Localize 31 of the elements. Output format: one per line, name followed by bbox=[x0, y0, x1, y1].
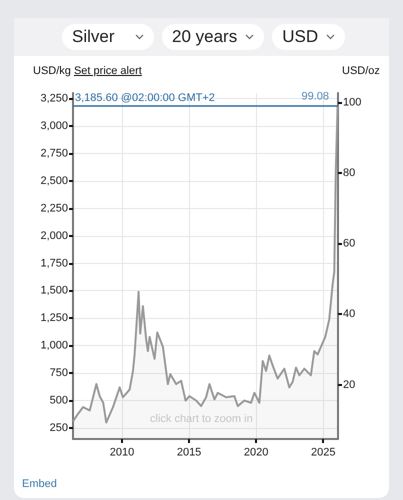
y2-tick-label: 100 bbox=[343, 96, 362, 108]
y-tick-label: 1,500 bbox=[40, 284, 68, 297]
y-tick-label: 2,750 bbox=[40, 147, 68, 160]
y-tick-label: 2,500 bbox=[40, 174, 68, 187]
x-tick-label: 2025 bbox=[311, 446, 336, 458]
text: Silver bbox=[72, 27, 115, 47]
text: USD bbox=[282, 27, 318, 47]
y-tick-label: 1,750 bbox=[40, 257, 68, 270]
x-tick-label: 2015 bbox=[176, 446, 202, 458]
annotation: 99.08 bbox=[301, 90, 329, 103]
x-tick-label: 2020 bbox=[244, 446, 268, 458]
y-tick-label: 1,000 bbox=[40, 340, 68, 352]
y2-tick-label: 80 bbox=[343, 166, 356, 179]
y-tick-label: 250 bbox=[50, 422, 68, 434]
y-tick-label: 750 bbox=[50, 367, 68, 380]
y2-tick-label: 20 bbox=[343, 378, 356, 391]
text: Set price alert bbox=[74, 65, 142, 77]
y2-tick-label: 60 bbox=[343, 238, 356, 250]
y-tick-label: 3,250 bbox=[40, 92, 68, 104]
y-tick-label: 3,000 bbox=[40, 120, 68, 132]
y-tick-label: 500 bbox=[50, 394, 68, 407]
y-tick-label: 2,000 bbox=[40, 230, 68, 242]
y2-tick-label: 40 bbox=[343, 308, 356, 320]
text: Embed bbox=[22, 478, 57, 490]
x-tick-label: 2010 bbox=[110, 446, 134, 458]
ref-line-label: 3,185.60 @02:00:00 GMT+2 bbox=[75, 92, 215, 104]
y2-axis-title: USD/oz bbox=[342, 65, 380, 77]
text: 20 years bbox=[172, 27, 238, 47]
y-axis-title: USD/kg bbox=[33, 65, 71, 77]
y-tick-label: 1,250 bbox=[40, 312, 68, 324]
y-tick-label: 2,250 bbox=[40, 202, 68, 214]
